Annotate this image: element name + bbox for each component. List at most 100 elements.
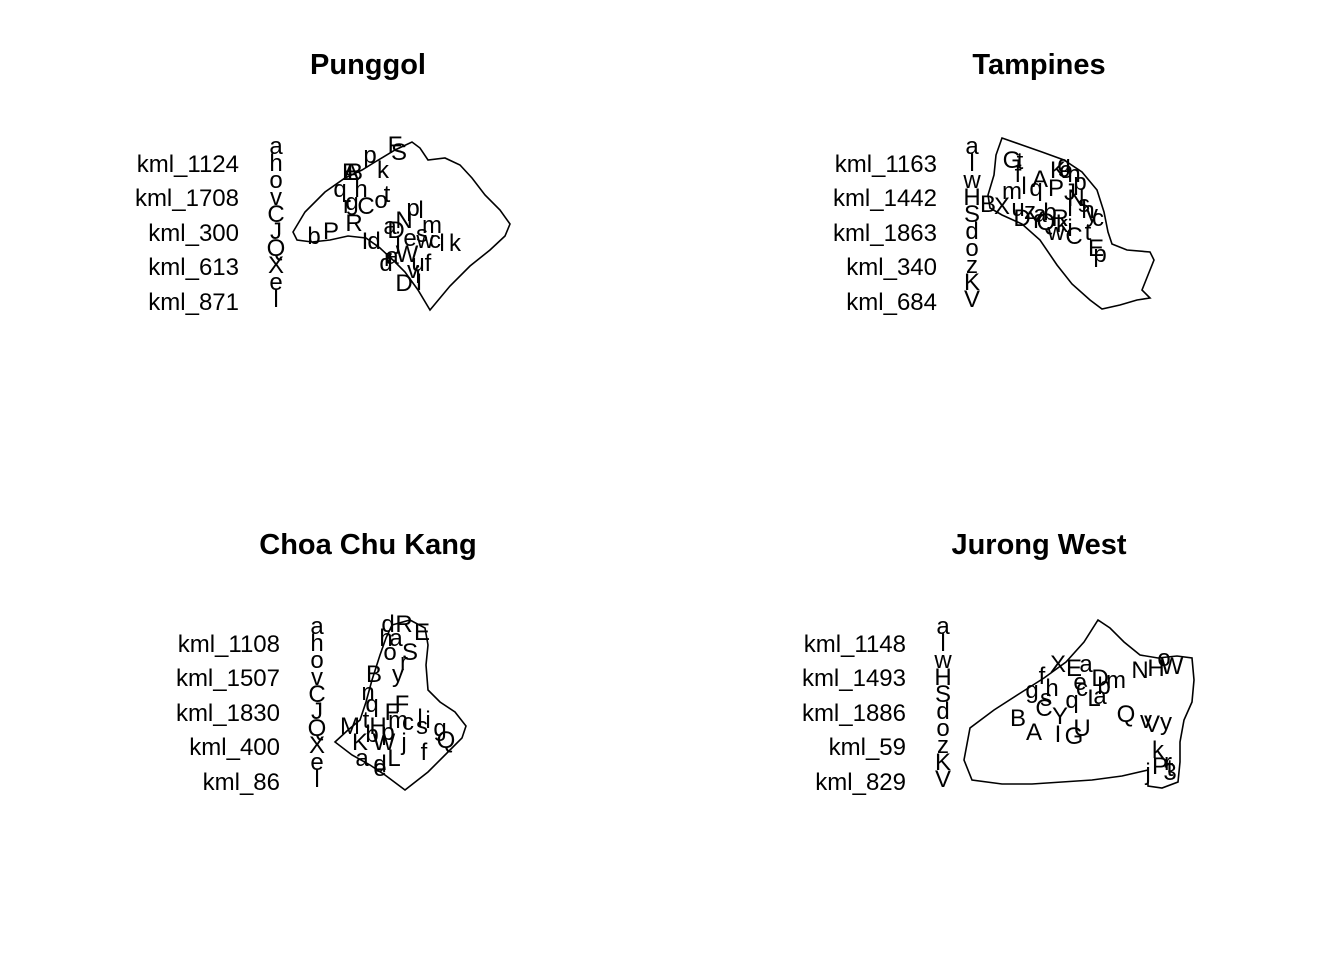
point-label: E (342, 159, 358, 186)
point-label: X (994, 193, 1010, 220)
legend-symbol: C (267, 201, 285, 228)
legend-key: kml_1124 (136, 151, 239, 178)
point-label: u (1011, 195, 1024, 222)
point-label: P (323, 218, 339, 245)
point-label: a (1093, 683, 1107, 710)
point-label: j (394, 228, 400, 255)
legend-symbol: o (269, 167, 283, 194)
point-label: V (1144, 711, 1160, 738)
legend-key: kml_1163 (834, 151, 937, 178)
point-label: P (1152, 753, 1168, 780)
point-label: o (374, 187, 387, 214)
point-label: M (340, 713, 360, 740)
point-label: m (388, 707, 408, 734)
point-label: s (1040, 685, 1052, 712)
legend-symbol: d (936, 698, 950, 725)
legend-key: kml_59 (828, 734, 906, 761)
point-label: c (1076, 675, 1088, 702)
panel-punggol: Punggol kml_1124 kml_1708 kml_300 kml_61… (0, 0, 672, 480)
point-label: B (1010, 705, 1026, 732)
point-label: J (1064, 179, 1076, 206)
point-label: q (1065, 687, 1078, 714)
legend-key: kml_829 (815, 769, 906, 796)
district-boundary (987, 136, 1155, 310)
legend-symbol: l (940, 630, 946, 657)
legend-key: kml_1863 (832, 220, 937, 247)
legend-key: kml_1507 (175, 665, 280, 692)
point-label: L (1087, 685, 1100, 712)
point-label: c (429, 227, 441, 254)
point-label: g (1057, 151, 1070, 178)
legend-symbol: v (311, 664, 323, 691)
point-label: o (383, 639, 396, 666)
point-label: c (402, 709, 414, 736)
legend-symbol: H (934, 664, 952, 691)
point-label: C (357, 193, 374, 220)
point-label: E (1088, 235, 1104, 262)
panel-title: Tampines (972, 49, 1106, 81)
point-label: A (1032, 166, 1048, 193)
point-label: i (415, 262, 420, 289)
legend-symbol: a (310, 613, 324, 640)
point-label: A (1026, 719, 1042, 746)
legend-key: kml_1493 (801, 665, 906, 692)
point-label: a (389, 625, 403, 652)
point-label: E (414, 619, 430, 646)
point-label: D (1013, 205, 1030, 232)
point-label: m (1002, 178, 1022, 205)
legend-symbol: J (270, 218, 282, 245)
legend-symbol: X (267, 252, 285, 279)
point-label: t (363, 707, 370, 734)
point-label: B (347, 159, 363, 186)
point-label: m (1106, 667, 1126, 694)
point-label: q (365, 691, 378, 718)
point-label: g (345, 189, 358, 216)
legend-symbol: V (963, 286, 981, 313)
point-label: d (381, 611, 394, 638)
point-label: P (1048, 175, 1064, 202)
point-label: y (1160, 709, 1172, 736)
point-label: N (1067, 185, 1084, 212)
point-label: E (1066, 655, 1082, 682)
point-label: N (1131, 657, 1148, 684)
point-label: q (333, 176, 346, 203)
legend-key: kml_871 (148, 289, 239, 316)
legend-key: kml_684 (846, 289, 937, 316)
point-label: C (1065, 223, 1082, 250)
point-label: b (1043, 199, 1056, 226)
point-label: b (365, 721, 378, 748)
point-label: j (400, 729, 406, 756)
point-label: F (395, 691, 410, 718)
legend-symbol: l (273, 286, 279, 313)
point-label: l (418, 197, 423, 224)
point-label: B (366, 661, 382, 688)
point-label: W (373, 729, 396, 756)
point-label: h (379, 625, 392, 652)
point-label: a (383, 213, 397, 240)
point-label: Q (437, 727, 456, 754)
point-label: k (1056, 211, 1069, 238)
point-label: h (1081, 197, 1094, 224)
district-boundary (333, 619, 467, 792)
point-label: S (402, 639, 418, 666)
point-label: R (345, 210, 362, 237)
legend-symbol: S (963, 201, 981, 228)
point-label: t (1085, 219, 1092, 246)
point-label: z (1024, 198, 1036, 225)
legend-symbol: Q (307, 715, 327, 742)
point-label: m (422, 212, 442, 239)
legend-symbol: z (966, 252, 978, 279)
legend-key: kml_340 (846, 254, 937, 281)
legend-symbol: S (934, 681, 952, 708)
point-label: F (388, 132, 403, 159)
point-label: e (1073, 669, 1086, 696)
point-label: b (307, 223, 320, 250)
district-boundary (292, 141, 511, 312)
point-label: n (361, 679, 374, 706)
point-label: Q (1117, 701, 1136, 728)
point-label: d (379, 250, 392, 277)
